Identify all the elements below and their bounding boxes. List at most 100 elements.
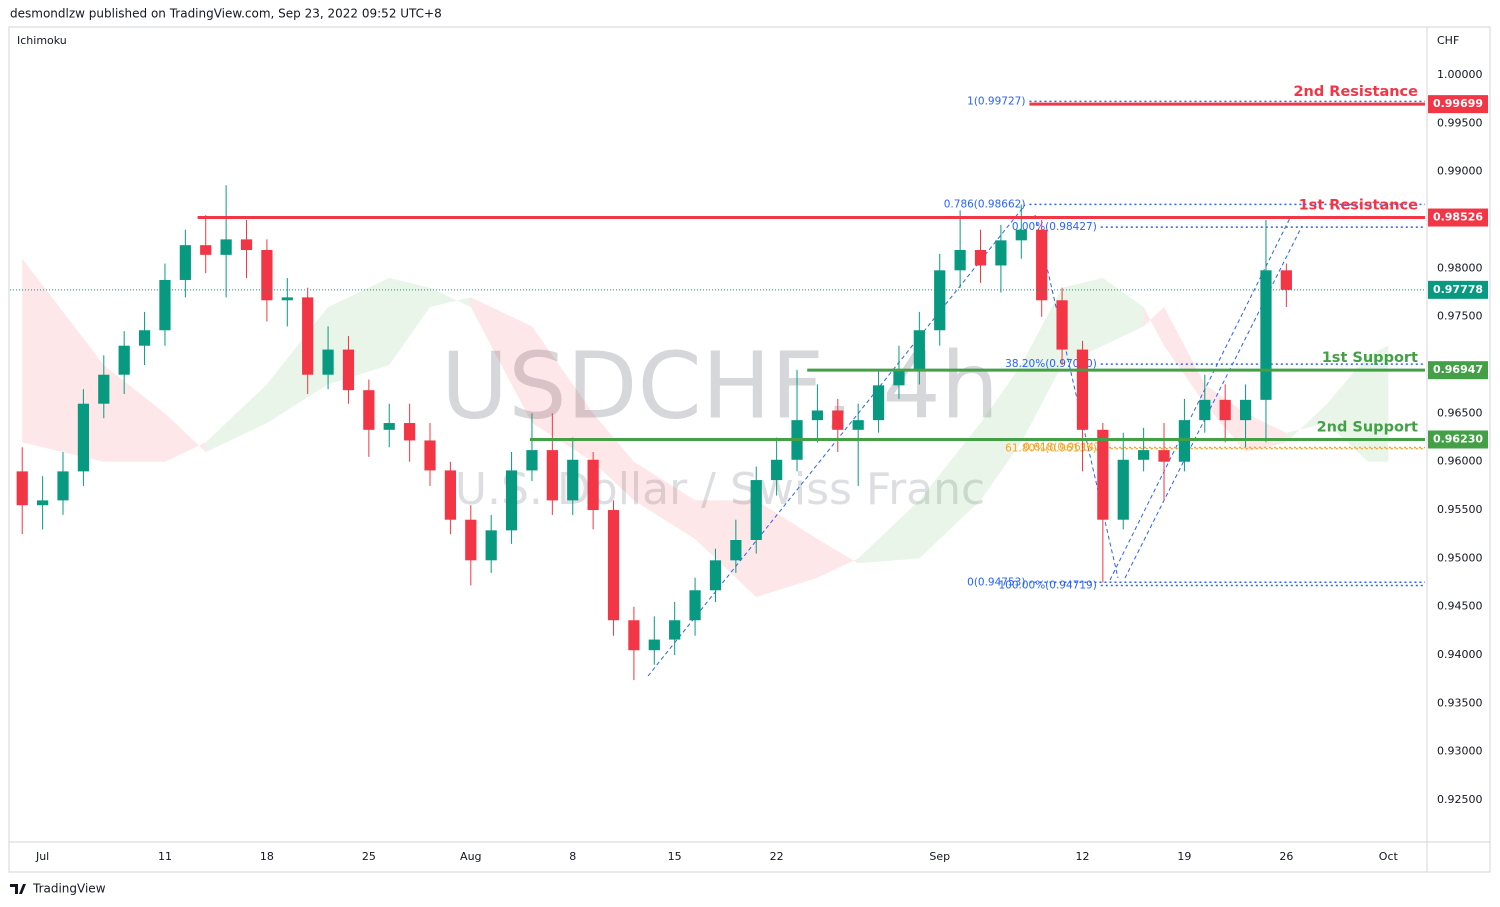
candle-body [893, 369, 905, 386]
candle-body [974, 250, 987, 266]
cloud-segment [1062, 278, 1103, 366]
candle-body [485, 530, 497, 561]
cloud-segment [531, 326, 594, 462]
cloud-segment [205, 384, 267, 453]
y-tick-label: 0.97500 [1437, 310, 1483, 323]
cloud-segment [633, 461, 696, 540]
candle-body [913, 330, 925, 370]
cloud-segment [1102, 278, 1144, 346]
y-tick-label: 0.94000 [1437, 648, 1483, 661]
candle-body [628, 620, 640, 651]
candle-body [546, 450, 558, 501]
fib-label: 0.00%(0.98427) [1012, 221, 1097, 233]
ichimoku-cloud [22, 258, 1389, 598]
x-tick-label: Jul [35, 850, 49, 863]
candle-body [1036, 229, 1048, 301]
level-label: 1st Resistance [1299, 198, 1419, 214]
x-tick-label: 18 [260, 850, 274, 863]
candle-body [240, 239, 253, 251]
trendline [1124, 225, 1303, 579]
fib-label: 0.618(0.96147) [1023, 442, 1105, 454]
candle-body [1015, 229, 1027, 241]
fib-label: 100.00%(0.94719) [998, 580, 1096, 592]
candle-body [220, 239, 232, 255]
cloud-segment [1327, 355, 1368, 462]
candle-body [1219, 399, 1231, 421]
y-tick-label: 0.99500 [1437, 116, 1483, 129]
candle-body [1056, 300, 1068, 350]
x-tick-label: 22 [770, 850, 784, 863]
cloud-segment [1286, 403, 1328, 443]
candle-body [1260, 270, 1272, 400]
y-tick-label: 0.93500 [1437, 696, 1483, 709]
candle-body [1138, 450, 1150, 460]
candle-body [709, 560, 722, 591]
fib-label: 0(0.94753) [967, 576, 1025, 588]
candle-body [138, 330, 151, 346]
candle-body [404, 423, 416, 441]
logo [10, 884, 26, 894]
candle-body [342, 349, 355, 391]
candle-body [648, 639, 660, 651]
brand: TradingView [32, 882, 106, 896]
level-label: 2nd Resistance [1293, 84, 1418, 100]
candle-body [424, 440, 436, 471]
candle-body [179, 245, 191, 280]
watermark-name: U.S. Dollar / Swiss Franc [455, 464, 985, 515]
cloud-segment [1367, 345, 1389, 462]
x-tick-label: Sep [929, 850, 950, 863]
cloud-segment [389, 278, 431, 366]
x-tick-label: 26 [1279, 850, 1293, 863]
cloud-segment [593, 413, 634, 501]
candle-body [954, 250, 966, 271]
candle-body [1280, 270, 1292, 290]
cloud-segment [103, 365, 165, 462]
x-tick-label: 19 [1177, 850, 1191, 863]
x-tick-label: 15 [668, 850, 682, 863]
candle-body [77, 403, 90, 472]
y-tick-label: 0.93000 [1437, 745, 1483, 758]
candle-body [689, 590, 701, 621]
fib-label: 0.786(0.98662) [944, 198, 1026, 210]
candle-body [302, 297, 314, 375]
candle-body [383, 423, 395, 430]
fib-label: 61.80%(0.96135) [1005, 443, 1097, 455]
candle-body [811, 410, 824, 421]
cloud-segment [756, 500, 818, 598]
y-tick-label: 1.00000 [1437, 68, 1483, 81]
candle-body [159, 279, 171, 331]
cloud-segment [1164, 307, 1205, 404]
level-label: 2nd Support [1317, 419, 1418, 435]
candle-body [730, 540, 742, 561]
cloud-segment [817, 539, 859, 578]
fib-label: 1(0.99727) [967, 95, 1025, 107]
candle-body [750, 480, 762, 541]
candle-body [322, 349, 334, 375]
y-tick-label: 0.96000 [1437, 455, 1483, 468]
cloud-segment [164, 413, 206, 462]
candle-body [1097, 429, 1109, 520]
level-price-box [1428, 95, 1488, 114]
level-price-label: 0.99699 [1433, 97, 1483, 110]
cloud-segment [858, 500, 920, 564]
x-tick-label: 12 [1075, 850, 1089, 863]
cloud-segment [1143, 307, 1165, 346]
y-tick-label: 0.94500 [1437, 600, 1483, 613]
x-tick-label: 25 [362, 850, 376, 863]
candle-body [587, 459, 599, 511]
level-price-box [1428, 430, 1488, 449]
candle-body [872, 385, 885, 421]
candle-body [607, 510, 620, 621]
watermark-symbol: USDCHF, 4h [441, 332, 999, 439]
level-price-label: 0.96947 [1433, 363, 1483, 376]
candle-body [363, 390, 375, 430]
candle-body [1199, 399, 1211, 421]
candle-body [200, 245, 212, 255]
y-tick-label: 0.99000 [1437, 165, 1483, 178]
y-tick-label: 0.98000 [1437, 261, 1483, 274]
candle-body [1158, 450, 1170, 462]
candle-body [567, 459, 579, 501]
candle-body [261, 250, 273, 301]
